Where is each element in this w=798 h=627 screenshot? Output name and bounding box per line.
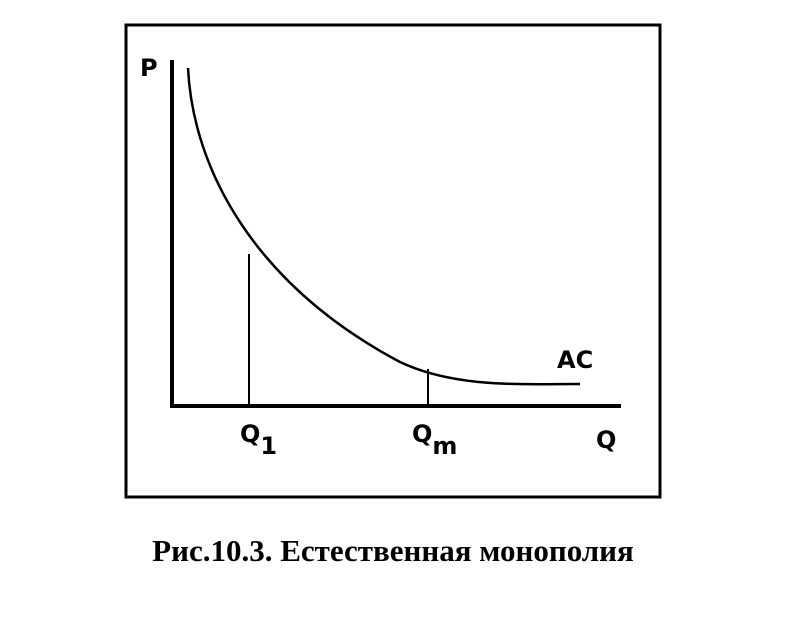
ac-curve (186, 67, 581, 386)
marker-label: Qm (412, 420, 457, 460)
marker-main: Q (412, 420, 432, 448)
caption: Рис.10.3. Естественная монополия (152, 533, 634, 568)
marker-main: Q (240, 420, 260, 448)
x-label: Q (596, 426, 616, 454)
frame (124, 23, 662, 499)
marker-label: Q1 (240, 420, 277, 460)
marker-sub: 1 (260, 432, 277, 460)
y-label: P (140, 54, 158, 82)
marker-sub: m (432, 432, 457, 460)
curve-label: AC (557, 346, 593, 374)
